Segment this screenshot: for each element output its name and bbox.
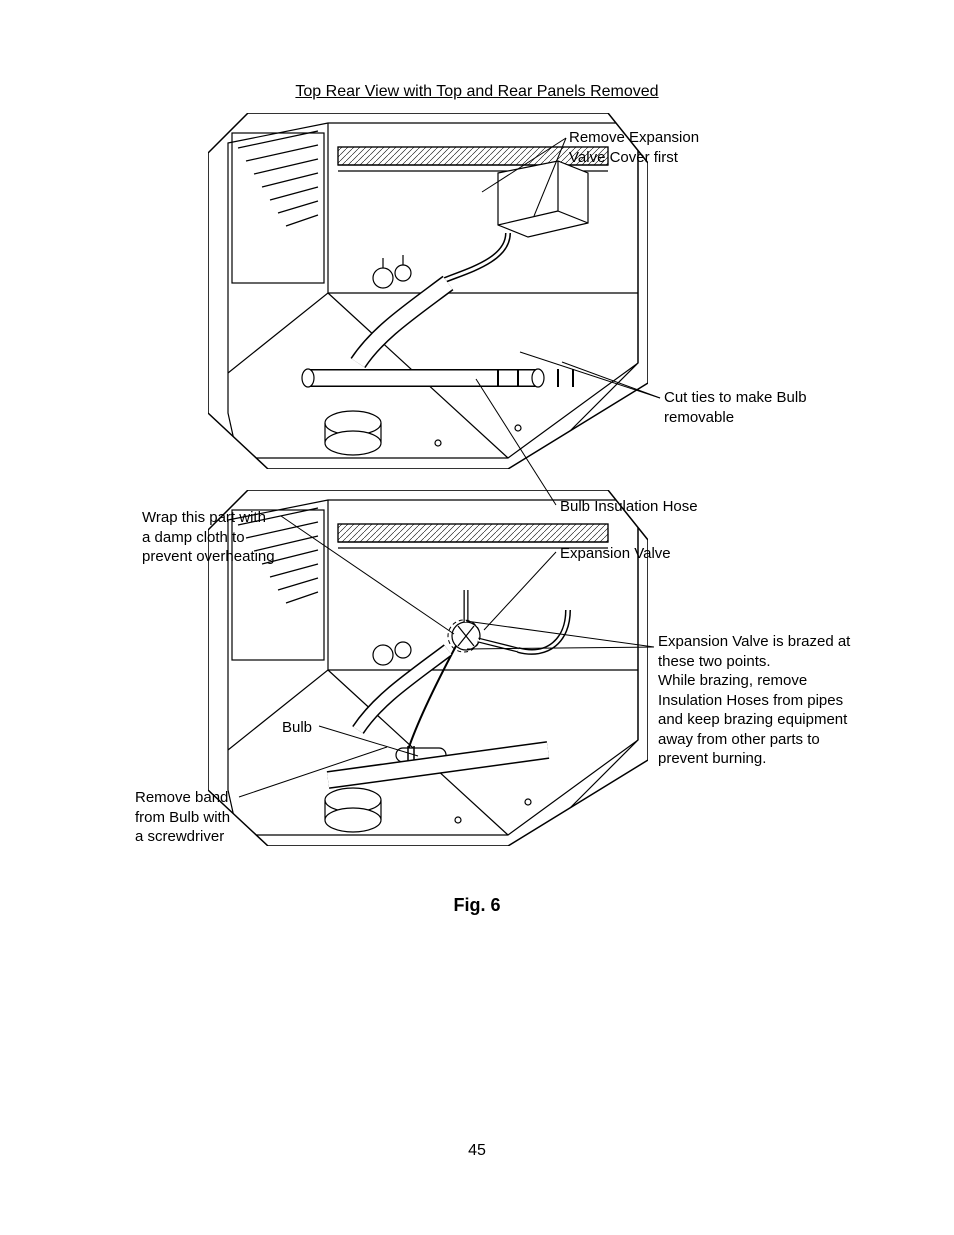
label-brazed-points: Expansion Valve is brazed atthese two po…: [658, 632, 850, 769]
page-number: 45: [0, 1142, 954, 1160]
label-expansion-valve: Expansion Valve: [560, 544, 671, 564]
label-wrap-damp-cloth: Wrap this part witha damp cloth topreven…: [142, 508, 275, 567]
diagram-title: Top Rear View with Top and Rear Panels R…: [0, 83, 954, 101]
page: Top Rear View with Top and Rear Panels R…: [0, 0, 954, 1235]
label-bulb-insulation-hose: Bulb Insulation Hose: [560, 497, 698, 517]
label-cut-ties: Cut ties to make Bulbremovable: [664, 388, 807, 427]
label-bulb: Bulb: [282, 718, 312, 738]
label-remove-expansion-valve-cover: Remove ExpansionValve Cover first: [569, 128, 699, 167]
figure-caption: Fig. 6: [0, 895, 954, 916]
label-remove-band: Remove bandfrom Bulb witha screwdriver: [135, 788, 230, 847]
